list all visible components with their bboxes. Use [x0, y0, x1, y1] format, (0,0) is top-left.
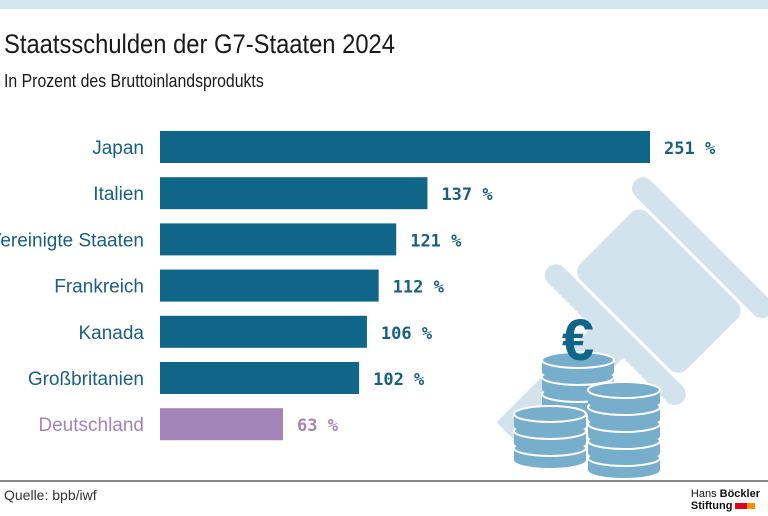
coin-top — [541, 351, 615, 369]
top-band — [0, 0, 768, 9]
chart-subtitle: In Prozent des Bruttoinlandsprodukts — [4, 71, 264, 91]
value-label: 112 % — [393, 278, 445, 298]
bar-5 — [160, 362, 360, 394]
bar-chart: € Japan 251 % Italien 137 % Vereinigte Staat… — [0, 131, 768, 478]
bar-0 — [160, 131, 650, 163]
bar-4 — [160, 315, 367, 348]
value-label: 106 % — [381, 324, 433, 344]
logo-text-stiftung: Stiftung — [690, 500, 733, 512]
logo-orange-bar — [747, 503, 756, 510]
category-label: Italien — [93, 184, 144, 205]
logo-red-bar — [735, 503, 748, 510]
category-label: Kanada — [78, 323, 144, 344]
value-label: 251 % — [664, 139, 716, 159]
source-note: Quelle: bpb/iwf — [4, 487, 97, 503]
value-label: 137 % — [441, 185, 493, 205]
logo-text-hans: Hans — [690, 488, 717, 500]
category-label: Deutschland — [38, 415, 144, 436]
footer-divider — [0, 480, 768, 482]
category-label: Großbritanien — [28, 369, 144, 390]
coins-illustration — [513, 351, 661, 478]
category-label: Japan — [92, 138, 144, 159]
bar-2 — [160, 223, 397, 256]
value-label: 121 % — [410, 231, 462, 251]
euro-icon: € — [562, 308, 594, 373]
bar-1 — [160, 177, 428, 210]
bar-6 — [160, 408, 283, 441]
value-label: 63 % — [297, 416, 339, 436]
value-label: 102 % — [373, 370, 425, 390]
chart-title: Staatsschulden der G7-Staaten 2024 — [4, 29, 395, 59]
logo-text-boeckler: Böckler — [719, 488, 760, 500]
hans-boeckler-logo: Hans Böckler Stiftung — [691, 488, 760, 512]
category-label: Frankreich — [54, 277, 144, 298]
category-label: Vereinigte Staaten — [0, 230, 144, 251]
bar-3 — [160, 269, 379, 302]
coin-top — [587, 381, 661, 399]
coin-top — [513, 405, 587, 423]
bars-group: Japan 251 % Italien 137 % Vereinigte Staaten… — [0, 131, 716, 441]
